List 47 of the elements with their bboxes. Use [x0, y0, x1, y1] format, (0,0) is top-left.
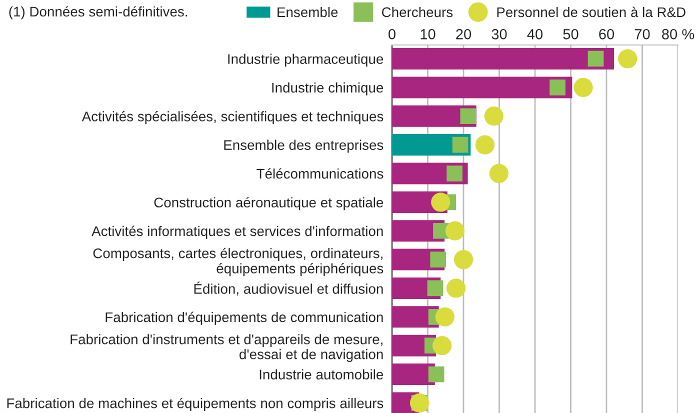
point: [460, 108, 476, 124]
bar: [392, 48, 614, 70]
y-tick-label: Industrie chimique: [272, 82, 384, 96]
y-tick-label: Industrie automobile: [260, 369, 384, 380]
point: [430, 252, 446, 268]
y-tick-label: Édition, audiovisuel et diffusion: [194, 282, 383, 296]
legend-label: Personnel de soutien à la R&D: [497, 6, 686, 18]
point: [454, 250, 474, 270]
y-tick-label: Activités spécialisées, scientifiques et techniques: [82, 111, 384, 124]
point: [484, 106, 504, 126]
y-tick-label: Composants, cartes électroniques, ordinateurs, équipements périphériques: [93, 248, 384, 276]
x-tick-label: 40: [527, 29, 543, 40]
point: [588, 50, 604, 67]
point: [445, 221, 464, 240]
point: [618, 49, 638, 68]
y-tick-label: Fabrication d'instruments et d'appareils de mesure, d'essai et de navigation: [70, 334, 383, 362]
y-tick-label: Construction aéronautique et spatiale: [154, 197, 384, 210]
text: (1) Données semi-définitives.: [9, 6, 187, 20]
bar: [392, 76, 572, 98]
point: [428, 366, 444, 382]
y-tick-label: Activités informatiques et services d'information: [92, 226, 383, 239]
y-tick-label: Fabrication d'équipements de communication: [106, 312, 383, 325]
x-tick-label: 80 %: [662, 29, 694, 40]
legend-label: Chercheurs: [382, 6, 453, 18]
point: [435, 307, 454, 326]
x-tick-label: 20: [456, 29, 472, 40]
point: [452, 136, 468, 153]
y-tick-label: Ensemble des entreprises: [224, 140, 384, 153]
point: [446, 166, 462, 182]
point: [446, 278, 466, 298]
x-tick-label: 0: [388, 29, 396, 40]
y-tick-label: Télécommunications: [256, 168, 384, 179]
y-tick-label: Industrie pharmaceutique: [228, 54, 384, 67]
point: [475, 135, 495, 154]
point: [432, 336, 452, 356]
point: [489, 164, 508, 184]
point: [550, 80, 566, 96]
x-tick-label: 50: [563, 29, 578, 40]
legend-label: Ensemble: [278, 6, 338, 18]
y-tick-label: Fabrication de machines et équipements non compris ailleurs: [7, 398, 384, 411]
x-tick-label: 30: [492, 29, 507, 40]
x-tick-label: 60: [599, 29, 614, 40]
x-tick-label: 70: [634, 29, 650, 40]
x-tick-label: 10: [420, 29, 436, 40]
point: [574, 78, 593, 98]
point: [427, 280, 444, 296]
point: [431, 192, 450, 212]
